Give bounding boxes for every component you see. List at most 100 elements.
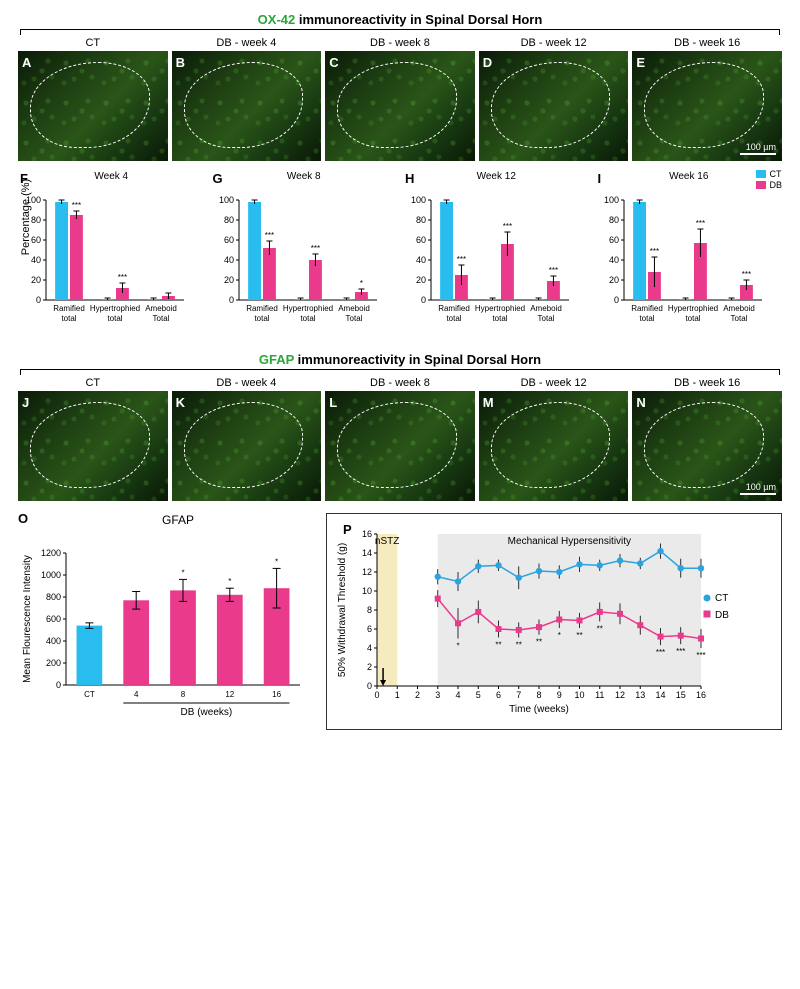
svg-text:100: 100 [603,195,618,205]
svg-text:Mean Flourescence Intensity: Mean Flourescence Intensity [22,555,33,683]
svg-text:total: total [61,314,76,323]
svg-text:8: 8 [536,690,541,700]
svg-text:11: 11 [595,690,604,700]
svg-text:CT: CT [84,690,95,699]
svg-text:7: 7 [516,690,521,700]
panel-title: DB - week 8 [325,377,475,389]
panel-letter: B [176,55,185,70]
chart-letter: I [598,171,602,186]
svg-text:P: P [343,522,352,537]
dorsal-horn-outline [184,62,304,148]
micrograph: M [479,391,629,501]
svg-text:400: 400 [46,636,61,646]
ox42-rest: immunoreactivity in Spinal Dorsal Horn [295,12,542,27]
svg-text:2: 2 [415,690,420,700]
dorsal-horn-outline [337,62,457,148]
micrograph-panel: CTA [18,37,168,161]
legend-swatch-ct [756,170,766,178]
svg-text:60: 60 [608,235,618,245]
svg-text:Hypertrophied: Hypertrophied [282,304,332,313]
micrograph-panel: DB - week 4B [172,37,322,161]
svg-text:0: 0 [421,295,426,305]
svg-text:***: *** [549,266,558,275]
micrograph: L [325,391,475,501]
svg-text:800: 800 [46,592,61,602]
svg-text:3: 3 [435,690,440,700]
svg-text:Ramified: Ramified [53,304,85,313]
scale-line [740,153,776,155]
svg-text:60: 60 [31,235,41,245]
panel-title: DB - week 8 [325,37,475,49]
svg-text:total: total [254,314,269,323]
panel-letter: D [483,55,492,70]
legend-swatch-db [756,181,766,189]
svg-text:**: ** [516,641,522,650]
ox42-green: OX-42 [258,12,296,27]
gfap-green: GFAP [259,352,294,367]
micrograph-panel: DB - week 16E100 µm [632,37,782,161]
svg-text:0: 0 [613,295,618,305]
panel-title: CT [18,37,168,49]
svg-text:4: 4 [455,690,460,700]
svg-text:40: 40 [223,255,233,265]
svg-text:15: 15 [676,690,686,700]
svg-text:6: 6 [367,624,372,634]
svg-text:4: 4 [134,690,139,699]
dorsal-horn-outline [491,62,611,148]
svg-text:total: total [446,314,461,323]
svg-text:**: ** [536,638,542,647]
svg-text:0: 0 [56,680,61,690]
scale-bar: 100 µm [740,142,776,155]
legend-item: DB [756,180,782,190]
micrograph: D [479,51,629,161]
micrograph-panel: DB - week 16N100 µm [632,377,782,501]
ox42-bracket [20,29,780,35]
svg-text:Ramified: Ramified [246,304,278,313]
micrograph: E100 µm [632,51,782,161]
panel-letter: K [176,395,185,410]
svg-text:***: *** [72,201,81,210]
svg-text:*: * [181,568,184,577]
svg-text:9: 9 [557,690,562,700]
gfap-chart-title: GFAP [48,513,308,527]
svg-text:Ameboid: Ameboid [530,304,562,313]
panel-letter: J [22,395,29,410]
svg-text:Ramified: Ramified [438,304,470,313]
panel-title: DB - week 12 [479,37,629,49]
svg-text:***: *** [676,647,685,656]
chart-svg: 020406080100***Ramifiedtotal***Hypertrop… [211,184,381,334]
chart-title: Week 4 [18,171,205,182]
svg-text:80: 80 [608,215,618,225]
gfap-bracket [20,369,780,375]
svg-text:Ameboid: Ameboid [145,304,177,313]
morph-chart: GWeek 8020406080100***Ramifiedtotal***Hy… [211,171,398,334]
svg-text:**: ** [576,631,582,640]
scale-line [740,493,776,495]
svg-text:total: total [492,314,507,323]
svg-text:Ameboid: Ameboid [338,304,370,313]
panel-title: DB - week 12 [479,377,629,389]
svg-text:2: 2 [367,662,372,672]
svg-text:40: 40 [608,255,618,265]
svg-text:80: 80 [223,215,233,225]
svg-text:*: * [228,577,231,586]
svg-text:14: 14 [655,690,665,700]
svg-text:total: total [639,314,654,323]
svg-text:0: 0 [36,295,41,305]
svg-text:16: 16 [272,690,281,699]
svg-text:1: 1 [395,690,400,700]
micrograph-panel: DB - week 8 L [325,377,475,501]
micrograph: K [172,391,322,501]
micrograph: J [18,391,168,501]
dorsal-horn-outline [491,402,611,488]
micrograph-panel: DB - week 12 M [479,377,629,501]
svg-text:50% Withdrawal Threshold (g): 50% Withdrawal Threshold (g) [337,543,348,677]
dorsal-horn-outline [184,402,304,488]
svg-text:***: *** [649,247,658,256]
svg-text:nSTZ: nSTZ [375,536,399,547]
svg-text:Hypertrophied: Hypertrophied [475,304,525,313]
chart-title: Week 8 [211,171,398,182]
svg-text:80: 80 [416,215,426,225]
dorsal-horn-outline [644,62,764,148]
svg-text:60: 60 [416,235,426,245]
